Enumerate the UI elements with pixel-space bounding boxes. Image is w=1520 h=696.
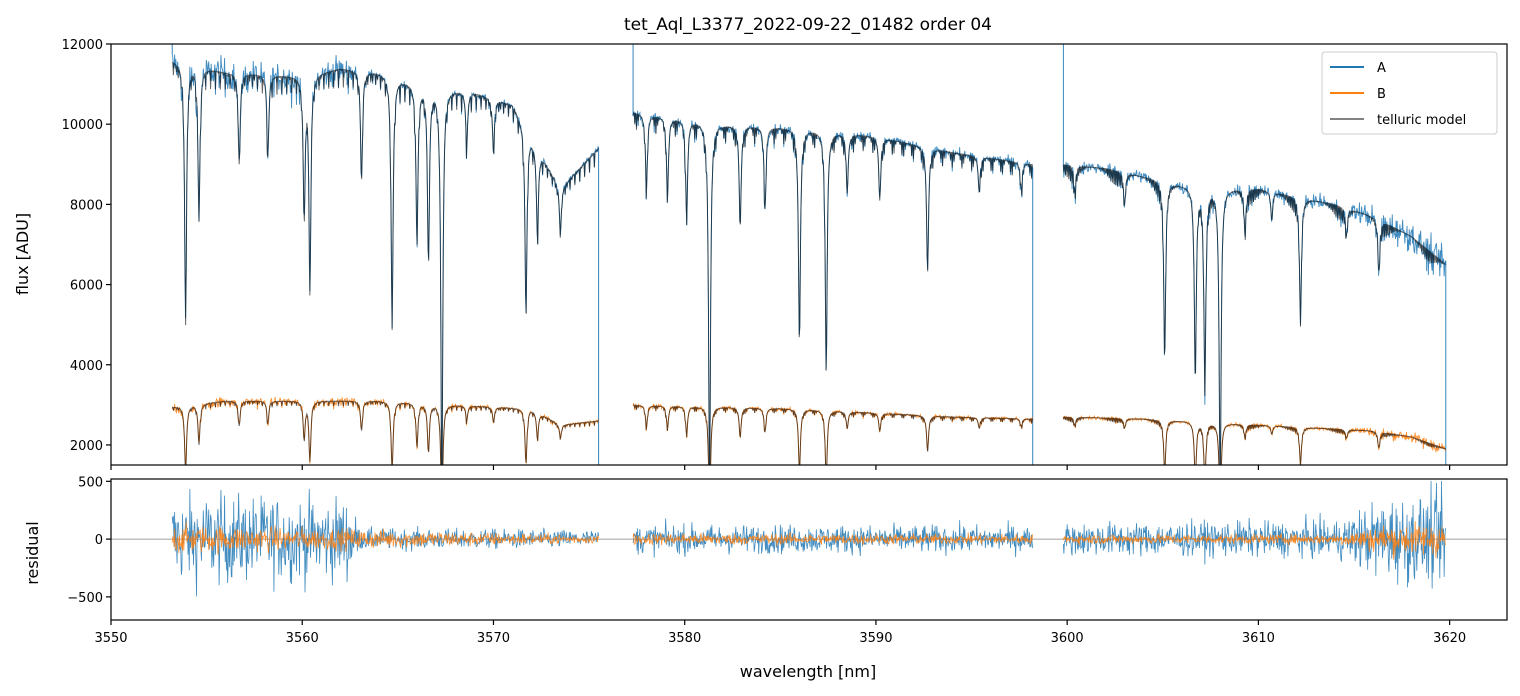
residual-y-tick-label-500: 500 bbox=[78, 475, 103, 490]
flux-panel: 2000 4000 6000 8000 10000 12000 flux [ADU] bbox=[13, 38, 1508, 470]
telluric-model-a-segment-1 bbox=[171, 61, 600, 465]
residual-b-segment-3 bbox=[1062, 521, 1447, 560]
residual-y-tick-label-0: 0 bbox=[95, 533, 103, 548]
telluric-model-b-segment-3 bbox=[1062, 416, 1446, 465]
x-tick-label-3620: 3620 bbox=[1433, 631, 1466, 646]
residual-y-ticks: −500 0 500 bbox=[67, 475, 111, 606]
residual-y-axis-label: residual bbox=[23, 521, 42, 584]
x-tick-label-3600: 3600 bbox=[1051, 631, 1084, 646]
flux-y-tick-label-4000: 4000 bbox=[70, 359, 103, 374]
series-a-edge-3 bbox=[1062, 44, 1447, 465]
residual-b-segment-2 bbox=[632, 531, 1034, 546]
flux-y-tick-label-6000: 6000 bbox=[70, 279, 103, 294]
residual-b-segment-1 bbox=[171, 521, 600, 555]
legend-label-a: A bbox=[1377, 61, 1386, 76]
legend[interactable]: A B telluric model bbox=[1321, 51, 1498, 135]
series-a-segment-2 bbox=[632, 110, 1034, 465]
flux-y-axis-label: flux [ADU] bbox=[13, 213, 32, 295]
residual-x-ticks: 3550 3560 3570 3580 3590 3600 3610 3620 bbox=[94, 620, 1466, 646]
telluric-model-b-segment-2 bbox=[632, 404, 1033, 465]
series-a-segment-1 bbox=[171, 54, 599, 465]
x-axis-label: wavelength [nm] bbox=[740, 662, 877, 681]
legend-box bbox=[1321, 51, 1498, 135]
x-tick-label-3580: 3580 bbox=[668, 631, 701, 646]
x-tick-label-3590: 3590 bbox=[859, 631, 892, 646]
x-tick-label-3550: 3550 bbox=[94, 631, 127, 646]
x-tick-label-3560: 3560 bbox=[286, 631, 319, 646]
legend-label-telluric-model: telluric model bbox=[1377, 113, 1466, 128]
flux-y-tick-label-10000: 10000 bbox=[62, 118, 103, 133]
residual-a-segment-3 bbox=[1062, 480, 1447, 589]
telluric-model-b-segment-1 bbox=[172, 400, 599, 465]
series-a-segment-3 bbox=[1062, 161, 1447, 465]
flux-y-tick-label-12000: 12000 bbox=[62, 38, 103, 53]
flux-plot-area bbox=[171, 44, 1447, 465]
residual-plot-area bbox=[111, 480, 1507, 597]
flux-y-tick-label-2000: 2000 bbox=[70, 439, 103, 454]
flux-x-ticks bbox=[110, 465, 1451, 470]
flux-y-ticks: 2000 4000 6000 8000 10000 12000 bbox=[62, 38, 111, 454]
x-tick-label-3570: 3570 bbox=[477, 631, 510, 646]
residual-panel: −500 0 500 3550 3560 3570 3580 3590 3600 3610 362… bbox=[23, 475, 1508, 681]
chart-title: tet_Aql_L3377_2022-09-22_01482 order 04 bbox=[624, 15, 992, 35]
x-tick-label-3610: 3610 bbox=[1242, 631, 1275, 646]
series-a-edge-1 bbox=[171, 44, 600, 465]
residual-panel-frame bbox=[110, 478, 1508, 621]
telluric-model-a-segment-2 bbox=[632, 112, 1033, 465]
series-a-edge-2 bbox=[632, 44, 1034, 465]
flux-y-tick-label-8000: 8000 bbox=[70, 198, 103, 213]
telluric-model-a-segment-3 bbox=[1062, 164, 1447, 465]
flux-panel-frame bbox=[110, 43, 1508, 466]
legend-label-b: B bbox=[1377, 87, 1386, 102]
residual-y-tick-label--500: −500 bbox=[67, 591, 103, 606]
